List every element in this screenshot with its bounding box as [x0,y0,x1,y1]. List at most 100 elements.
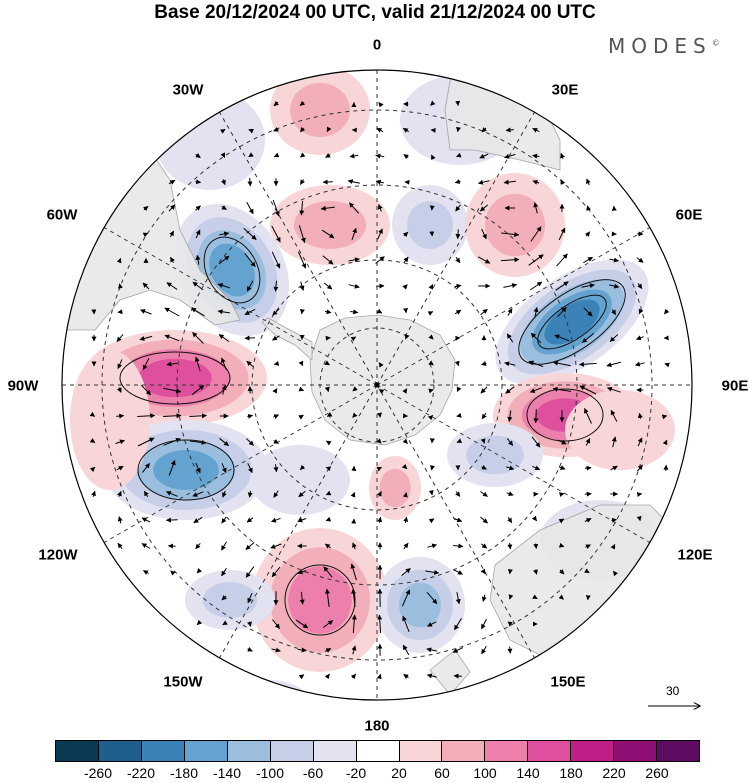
wind-vector-arrow [140,384,152,396]
wind-vector-arrow [243,228,257,240]
anomaly-contour-fill [379,468,411,508]
wind-vector-arrow [456,386,462,393]
wind-vector-arrow [454,179,461,184]
wind-vector-arrow [273,464,279,473]
wind-vector-arrow [403,516,409,524]
wind-vector-arrow [351,614,357,634]
wind-vector-arrow [297,251,307,269]
wind-vector-arrow [221,463,227,474]
wind-vector-arrow [480,308,488,316]
wind-vector-arrow [403,542,409,550]
wind-vector-arrow [297,569,307,575]
wind-vector-arrow [117,542,123,550]
colorbar-tick-label: -140 [212,765,242,781]
wind-vector-arrow [558,594,564,600]
wind-vector-arrow [195,462,201,474]
wind-vector-arrow [347,179,360,185]
wind-vector-arrow [558,492,565,498]
wind-vector-arrow [480,516,488,524]
wind-vector-arrow [248,128,254,134]
wind-vector-arrow [662,439,668,446]
wind-vector-arrow [324,360,330,366]
wind-vector-arrow [581,333,595,343]
wind-vector-arrow [637,437,643,447]
wind-vector-arrow [297,647,307,653]
contour-lines [119,236,626,636]
wind-vector-arrow [320,205,335,211]
wind-vector-arrow [220,152,226,158]
anomaly-contour-fill [407,201,453,249]
anomaly-contour-fill [565,390,675,470]
wind-vector-arrow [428,388,434,394]
wind-vector-arrow [349,153,359,159]
anomaly-contour-fill [485,193,545,257]
lon-label-90e: 90E [721,377,749,395]
wind-vector-arrow [325,440,332,446]
wind-vector-arrow [273,414,280,419]
wind-vector-arrow [91,490,96,497]
wind-vector-arrow [218,334,230,342]
wind-vector-arrow [480,386,488,394]
wind-vector-arrow [454,617,462,631]
wind-vector-arrow [456,438,463,444]
wind-vector-arrow [272,388,278,394]
wind-vector-arrow [299,179,305,185]
wind-vector-arrow [170,570,176,576]
wind-vector-arrow [163,438,181,446]
brand-logo: MODES© [608,34,720,58]
wind-vector-arrow [217,283,231,289]
wind-vector-arrow [326,411,333,417]
wind-vector-arrow [221,567,227,577]
chart-title: Base 20/12/2024 00 UTC, valid 21/12/2024… [154,2,596,23]
wind-vector-arrow [455,592,461,605]
wind-vector-arrow [168,179,176,185]
colorbar-tick-label: 100 [473,765,497,781]
wind-vector-arrow [351,645,357,655]
wind-vector-arrow [162,413,182,419]
wind-vectors [89,100,670,680]
wind-vector-arrow [247,646,253,652]
wind-vector-arrow [191,307,205,317]
wind-vector-arrow [428,334,434,340]
wind-vector-arrow [298,414,304,420]
wind-vector-arrow [454,283,462,289]
wind-vector-arrow [584,231,591,237]
wind-vector-arrow [141,517,151,523]
wind-vector-arrow [377,491,382,497]
wind-vector-arrow [298,386,305,392]
wind-vector-arrow [664,308,670,315]
wind-vector-arrow [195,229,201,239]
lon-label-0: 0 [372,36,382,54]
wind-vector-arrow [245,566,255,578]
wind-vector-arrow [481,127,487,133]
wind-vector-arrow [247,177,253,187]
wind-vector-arrow [560,152,565,159]
wind-vector-arrow [611,517,617,523]
wind-vector-arrow [117,359,123,370]
wind-vector-arrow [503,283,518,288]
wind-vector-arrow [583,307,593,317]
wind-vector-arrow [222,490,227,498]
new-zealand-land [429,649,471,696]
colorbar-tick-label: -260 [83,765,113,781]
anomaly-contour-fill [544,299,600,345]
wind-vector-arrow [505,465,515,471]
wind-vector-arrow [166,361,178,367]
anomaly-contour-fill [294,201,366,249]
wind-vector-arrow [531,515,537,522]
wind-vector-arrow [117,490,122,497]
wind-vector-arrow [295,619,309,629]
wind-vector-arrow [142,463,150,473]
wind-vector-arrow [326,126,332,133]
wind-vector-arrow [323,566,333,578]
wind-vector-arrow [300,126,306,133]
anomaly-contour-fill [153,450,219,490]
wind-vector-arrow [221,205,227,210]
wind-vector-arrow [430,465,435,471]
colorbar [55,740,700,762]
wind-vector-arrow [271,251,281,269]
wind-vector-arrow [193,516,203,524]
wind-vector-arrow [481,594,487,602]
wind-vector-arrow [273,126,279,132]
wind-vector-arrow [352,412,358,418]
